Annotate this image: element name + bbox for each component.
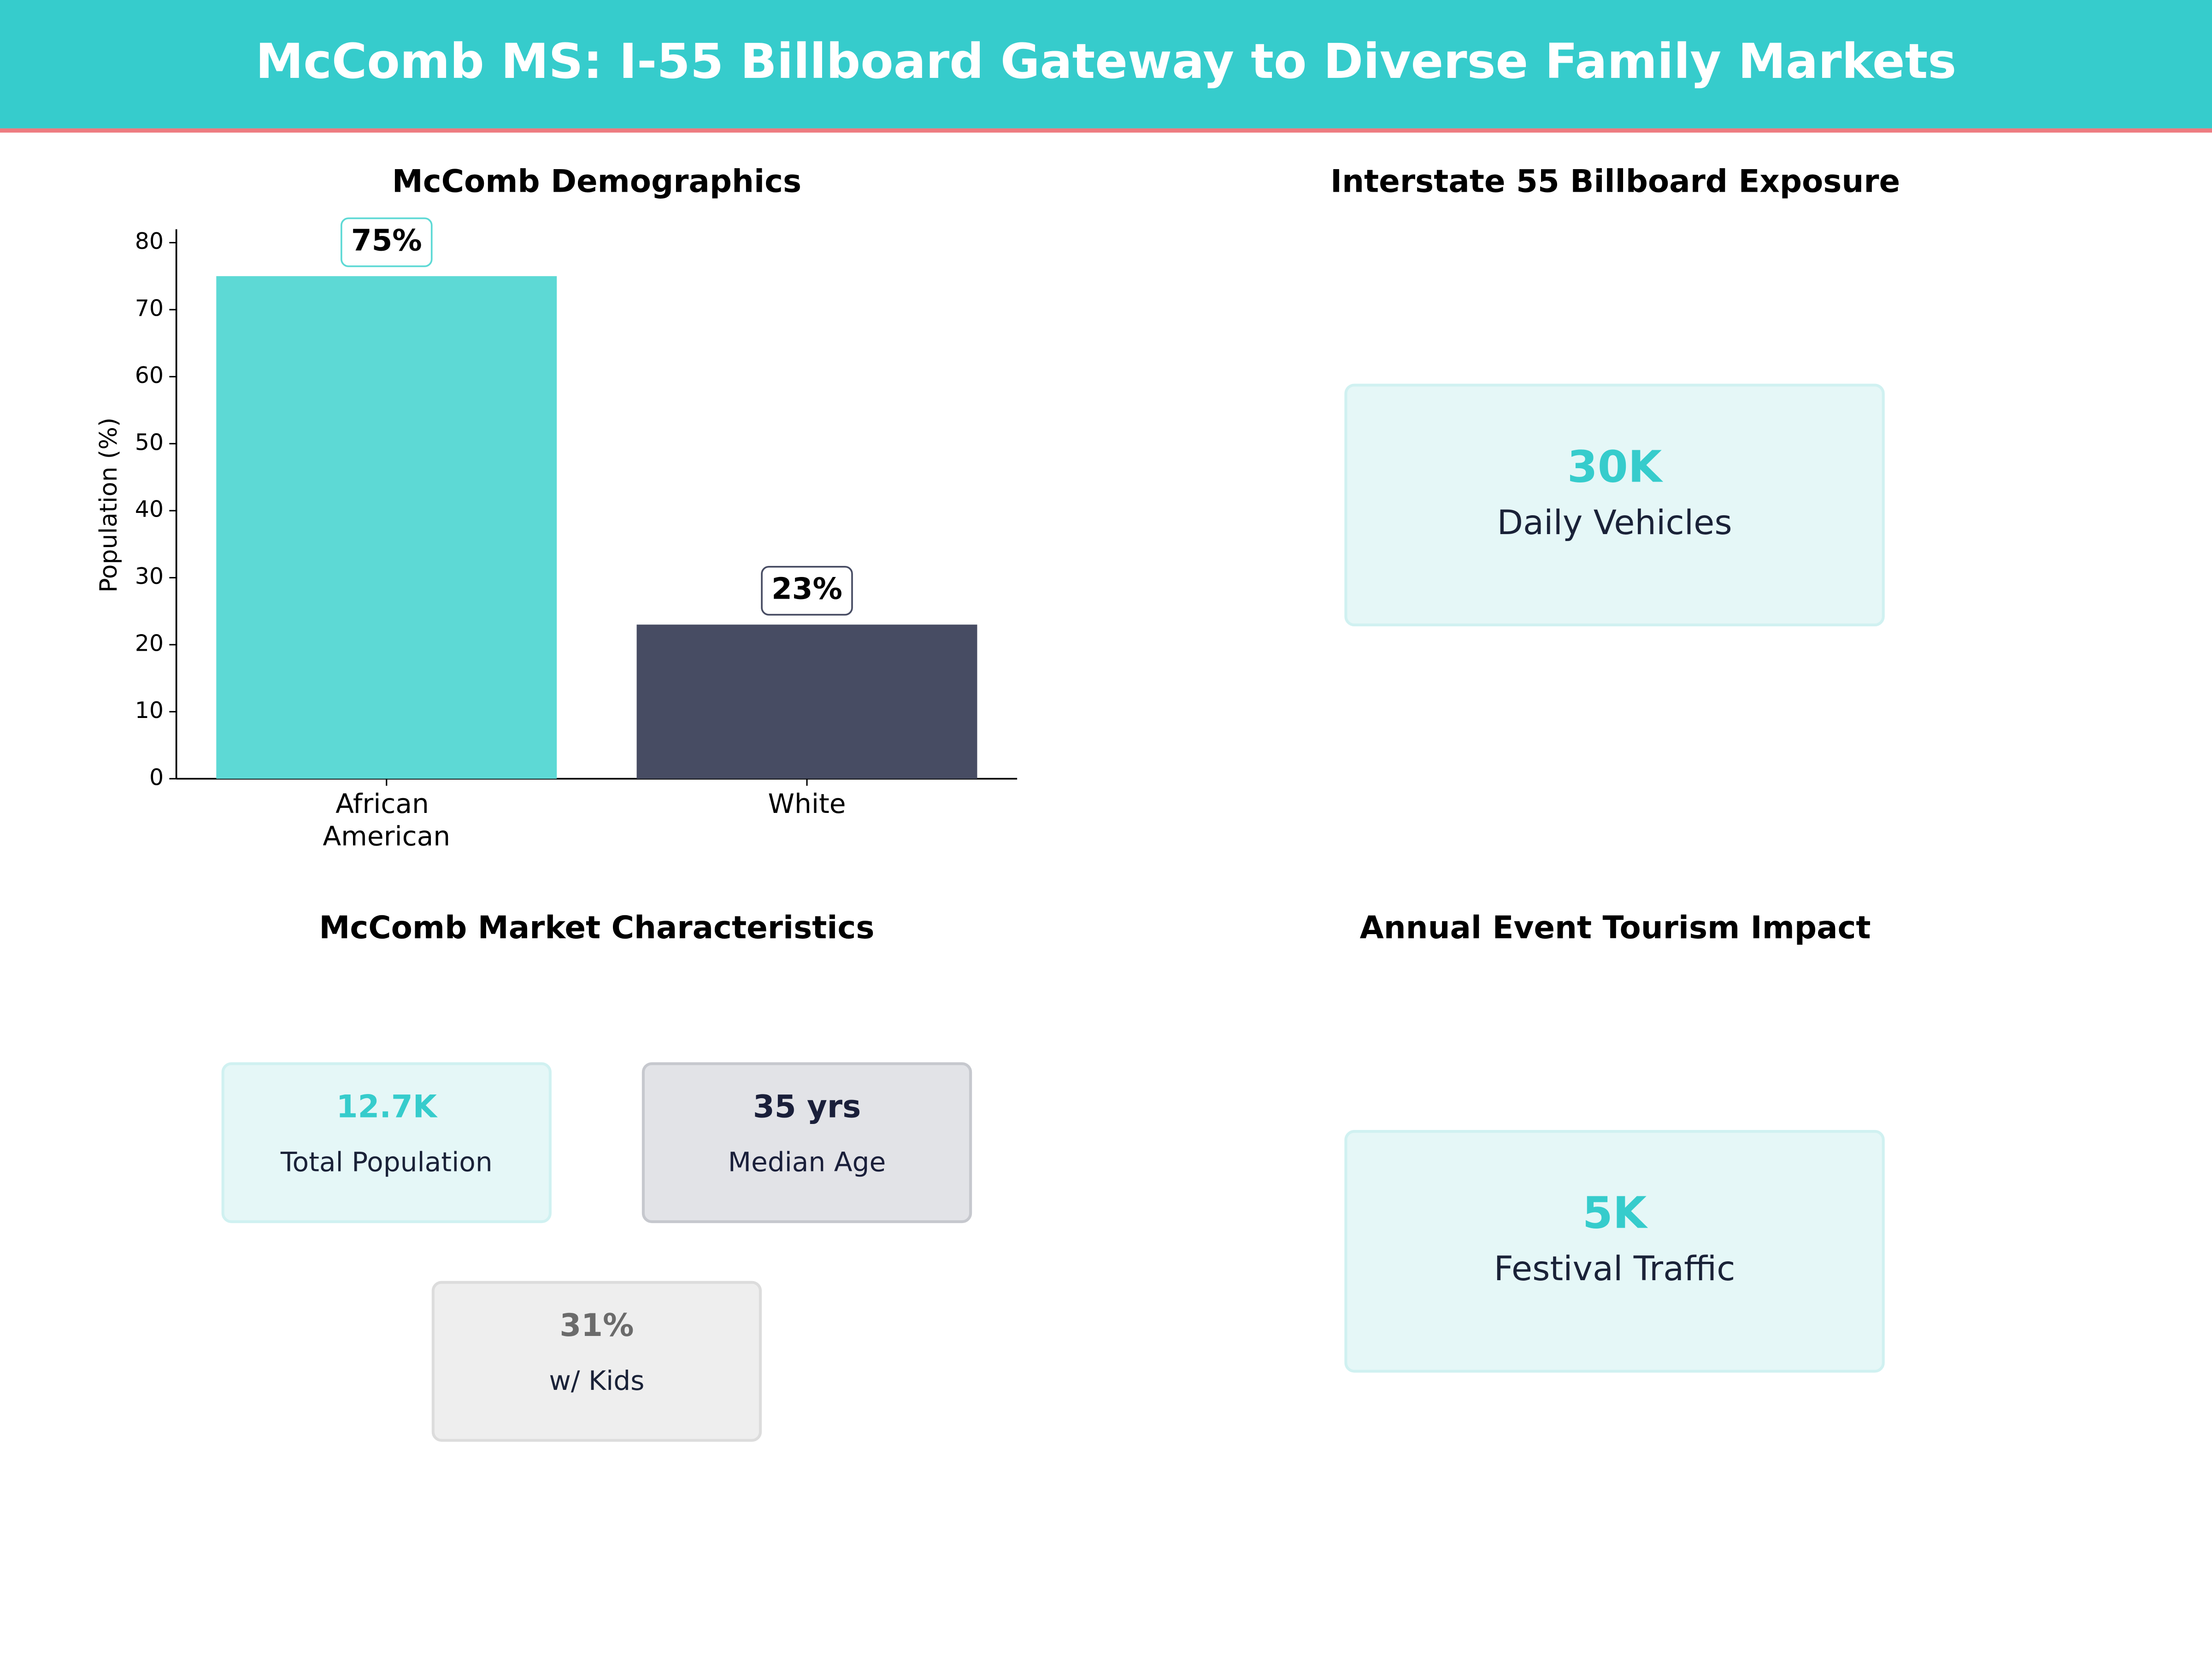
value-label-box (340, 217, 433, 267)
page-title: McComb MS: I-55 Billboard Gateway to Div… (256, 33, 1957, 89)
kpi-value: 31% (559, 1307, 634, 1343)
x-tick-label: African American (323, 788, 450, 852)
kpi-label: Total Population (280, 1147, 493, 1178)
value-label: 23% (771, 571, 842, 606)
y-tick-label: 50 (135, 429, 164, 455)
kpi-label: Median Age (728, 1147, 886, 1178)
kpi-card (1344, 383, 1885, 627)
y-tick-label: 30 (135, 563, 164, 589)
panel-title: Annual Event Tourism Impact (1360, 909, 1871, 946)
y-tick-label: 0 (149, 764, 164, 790)
kpi-label: w/ Kids (549, 1365, 644, 1396)
y-tick-label: 70 (135, 295, 164, 321)
kpi-value: 12.7K (336, 1088, 438, 1125)
y-tick-label: 60 (135, 362, 164, 388)
y-axis-label: Population (%) (95, 418, 123, 593)
kpi-card (221, 1062, 552, 1224)
header-band (0, 0, 2212, 129)
panel-title: Interstate 55 Billboard Exposure (1330, 163, 1900, 200)
y-tick-label: 20 (135, 630, 164, 656)
kpi-value: 35 yrs (753, 1088, 861, 1125)
kpi-label: Festival Traffic (1494, 1249, 1735, 1288)
kpi-value: 5K (1583, 1188, 1648, 1239)
x-tick-label: White (768, 788, 846, 819)
kpi-card (1344, 1130, 1885, 1373)
value-label: 75% (351, 223, 422, 258)
chart-title: McComb Demographics (392, 163, 801, 200)
y-tick-label: 40 (135, 496, 164, 523)
panel-title: McComb Market Characteristics (319, 909, 874, 946)
kpi-value: 30K (1567, 441, 1664, 492)
kpi-card (641, 1062, 972, 1224)
kpi-label: Daily Vehicles (1497, 503, 1732, 542)
y-tick-label: 10 (135, 697, 164, 724)
y-tick-label: 80 (135, 228, 164, 254)
kpi-card (431, 1281, 762, 1442)
bar (216, 276, 557, 779)
value-label-box (761, 566, 853, 616)
bar (636, 624, 977, 779)
header-rule (0, 128, 2212, 133)
